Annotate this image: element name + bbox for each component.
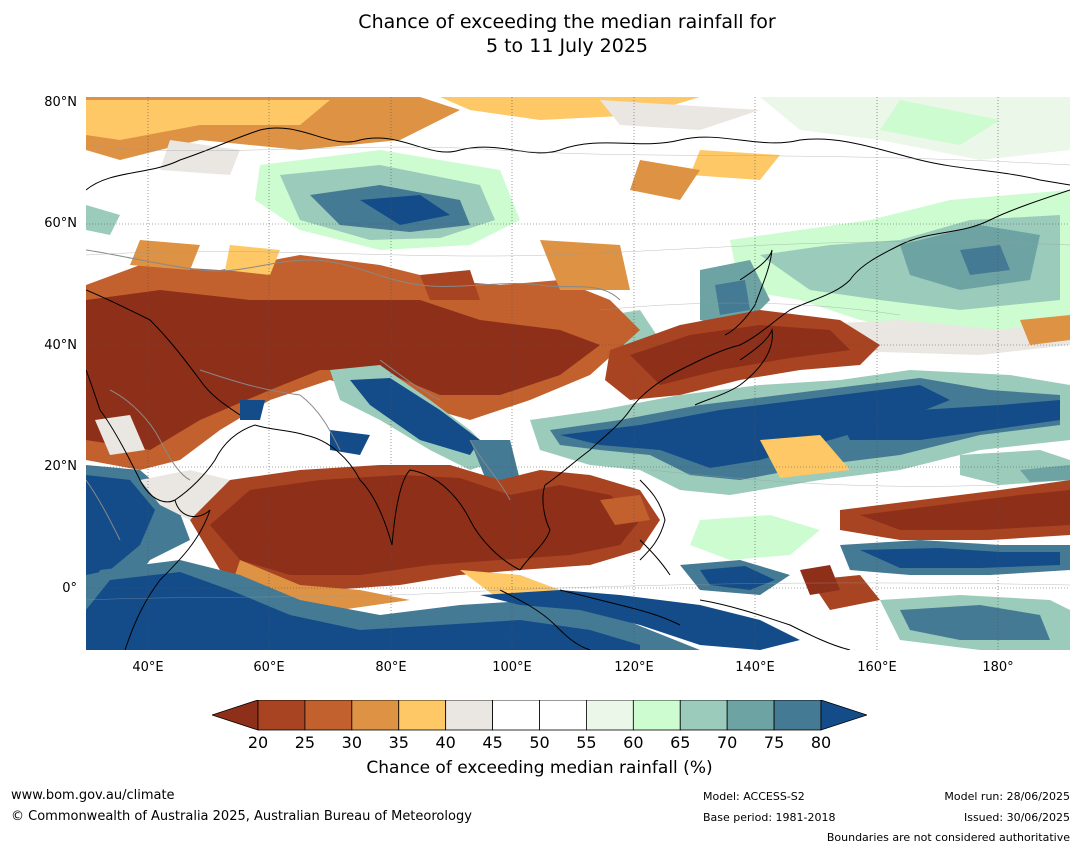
colorbar-tick-label: 75	[763, 733, 785, 752]
colorbar-segment	[351, 700, 400, 731]
colorbar-tick-label: 35	[388, 733, 409, 752]
title-line-2: 5 to 11 July 2025	[485, 35, 649, 57]
country-borders	[86, 249, 621, 541]
colorbar-tick-label: 30	[341, 733, 362, 752]
colorbar-tick-label: 20	[247, 733, 269, 752]
lon-label-120e: 120°E	[614, 660, 654, 675]
lat-label-40n: 40°N	[44, 338, 77, 353]
coastlines	[86, 127, 1070, 650]
lon-label-140e: 140°E	[735, 660, 775, 675]
rainfall-field-siberia	[86, 150, 520, 250]
colorbar-tick-label: 80	[810, 733, 832, 752]
colorbar-segment	[773, 700, 822, 731]
colorbar-segment	[726, 700, 775, 731]
colorbar-segment	[304, 700, 353, 731]
colorbar-tick-label: 45	[482, 733, 503, 752]
lon-label-40e: 40°E	[132, 660, 164, 675]
colorbar-segment	[586, 700, 634, 731]
lon-label-100e: 100°E	[492, 660, 532, 675]
colorbar-tick-label: 60	[623, 733, 644, 752]
colorbar-label: Chance of exceeding median rainfall (%)	[366, 758, 713, 778]
colorbar-tick-label: 40	[435, 733, 456, 752]
lat-label-0: 0°	[62, 581, 77, 596]
rainfall-field-equatorial-wet	[86, 465, 1070, 650]
map-title: Chance of exceeding the median rainfall …	[0, 10, 1081, 58]
lon-label-180: 180°	[982, 660, 1014, 675]
website-link[interactable]: www.bom.gov.au/climate	[11, 788, 175, 803]
colorbar-tick-label: 65	[670, 733, 691, 752]
rainfall-field-east-asia-dry	[605, 310, 880, 400]
colorbar-tick-label: 70	[716, 733, 738, 752]
rainfall-field-west-pacific-wet	[530, 370, 1070, 495]
copyright-text: © Commonwealth of Australia 2025, Austra…	[11, 809, 472, 824]
lon-label-160e: 160°E	[857, 660, 897, 675]
colorbar-arrow-high	[820, 700, 867, 731]
graticule	[86, 97, 1070, 650]
colorbar-segment	[398, 700, 447, 731]
lat-label-60n: 60°N	[44, 216, 77, 231]
rainfall-map	[86, 97, 1070, 650]
colorbar-arrow-low	[212, 700, 259, 731]
colorbar-segment	[679, 700, 728, 731]
colorbar-tick-label: 50	[529, 733, 550, 752]
colorbar-segment	[445, 700, 493, 731]
model-run: Model run: 28/06/2025	[944, 790, 1070, 803]
lat-label-80n: 80°N	[44, 95, 77, 110]
rainfall-field-south-asia-wet	[240, 365, 520, 490]
colorbar-segment	[257, 700, 306, 731]
colorbar-tick-label: 25	[294, 733, 316, 752]
colorbar-tick-label: 55	[576, 733, 597, 752]
lon-label-80e: 80°E	[375, 660, 407, 675]
issued-date: Issued: 30/06/2025	[963, 811, 1070, 824]
title-line-1: Chance of exceeding the median rainfall …	[358, 11, 776, 33]
colorbar-segment	[632, 700, 681, 731]
rainfall-field-central-pacific-dry	[690, 480, 1070, 610]
contour-lines	[86, 144, 1070, 601]
base-period: Base period: 1981-2018	[703, 811, 836, 824]
colorbar	[212, 700, 867, 731]
colorbar-segment	[492, 700, 540, 731]
model-name: Model: ACCESS-S2	[703, 790, 805, 803]
lat-label-20n: 20°N	[44, 459, 77, 474]
colorbar-segment	[539, 700, 587, 731]
lon-label-60e: 60°E	[253, 660, 285, 675]
boundary-disclaimer: Boundaries are not considered authoritat…	[826, 831, 1070, 844]
